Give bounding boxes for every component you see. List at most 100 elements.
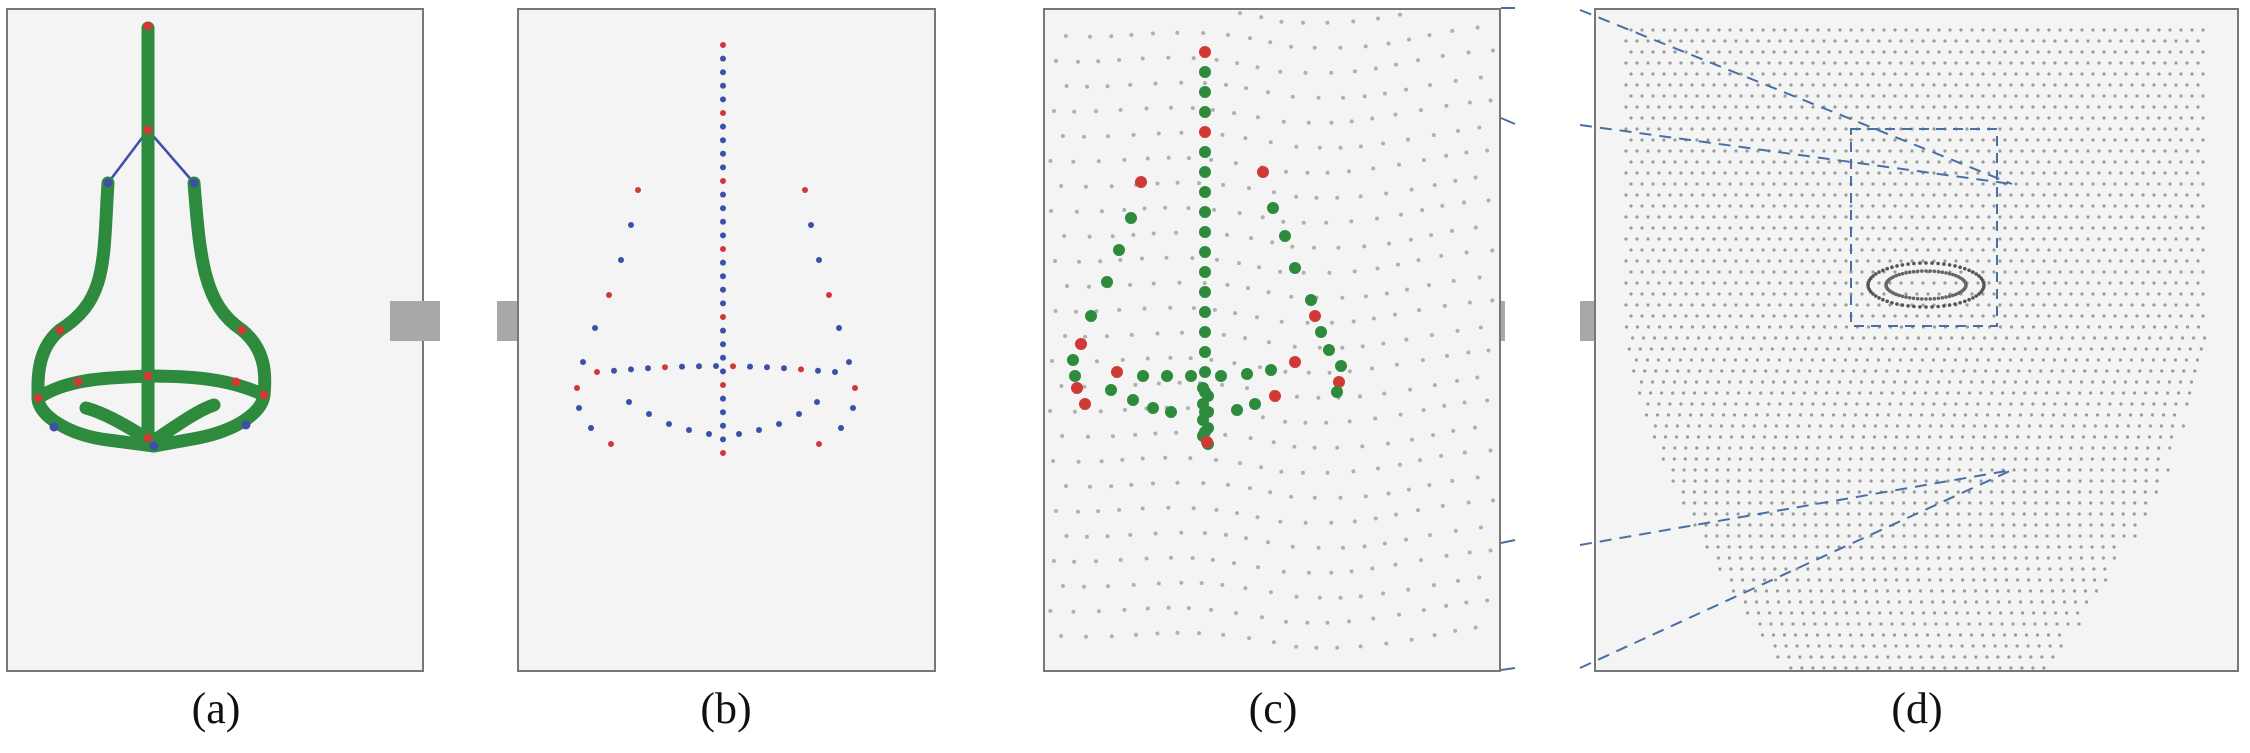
mesh-point bbox=[2078, 534, 2082, 538]
mesh-point bbox=[2097, 259, 2101, 263]
mesh-point bbox=[1705, 380, 1710, 384]
mesh-point bbox=[2179, 292, 2183, 296]
mesh-point bbox=[1849, 446, 1853, 450]
mesh-point bbox=[1166, 605, 1171, 610]
mesh-point bbox=[1932, 39, 1936, 43]
sample-point bbox=[798, 366, 804, 373]
mesh-point bbox=[1783, 28, 1787, 32]
mesh-point bbox=[1407, 37, 1411, 42]
mesh-point bbox=[1303, 70, 1308, 75]
mesh-point bbox=[2174, 193, 2178, 197]
feature-point bbox=[1199, 366, 1211, 378]
mesh-point bbox=[2102, 226, 2106, 230]
sample-point bbox=[594, 369, 600, 375]
mesh-point bbox=[2040, 655, 2044, 659]
mesh-point bbox=[2110, 512, 2114, 516]
mesh-point bbox=[1739, 182, 1743, 186]
mesh-point bbox=[1948, 138, 1952, 142]
mesh-point bbox=[1744, 358, 1748, 362]
sample-point bbox=[730, 363, 736, 370]
mesh-point bbox=[2097, 281, 2101, 285]
mesh-point bbox=[2034, 347, 2038, 351]
mesh-point bbox=[2045, 468, 2049, 472]
mesh-point bbox=[2174, 83, 2178, 87]
mesh-point bbox=[1053, 309, 1058, 313]
sample-point bbox=[846, 359, 852, 365]
mesh-point bbox=[1761, 138, 1765, 142]
mesh-point bbox=[1962, 369, 1966, 373]
mesh-point bbox=[2080, 94, 2084, 98]
mesh-point bbox=[1855, 171, 1859, 175]
mesh-point bbox=[1190, 556, 1195, 561]
mesh-point bbox=[2113, 226, 2117, 230]
mesh-point bbox=[1387, 241, 1391, 246]
mesh-point bbox=[1794, 270, 1798, 274]
mesh-point bbox=[1756, 281, 1760, 285]
mesh-point bbox=[1706, 160, 1710, 164]
mesh-point bbox=[1789, 402, 1793, 406]
mesh-point bbox=[1906, 424, 1910, 428]
mesh-point bbox=[1954, 215, 1958, 219]
mesh-point bbox=[1673, 182, 1677, 186]
mesh-point bbox=[1894, 435, 1899, 439]
panel-d-face-mesh bbox=[1594, 8, 2239, 672]
caption-b: (b) bbox=[700, 684, 752, 733]
mesh-point bbox=[1624, 83, 1628, 87]
mesh-point bbox=[2168, 226, 2172, 230]
mesh-point bbox=[2009, 193, 2013, 197]
mesh-point bbox=[1728, 292, 1732, 296]
mesh-point bbox=[1629, 138, 1633, 142]
mesh-point bbox=[1958, 545, 1962, 549]
mesh-point bbox=[1347, 369, 1352, 374]
mesh-point bbox=[1953, 358, 1957, 362]
mesh-point bbox=[1965, 666, 1969, 670]
mesh-point bbox=[1772, 72, 1776, 76]
mesh-point bbox=[1789, 127, 1793, 131]
mesh-point bbox=[1849, 50, 1853, 54]
mesh-point bbox=[1911, 611, 1915, 615]
mesh-point bbox=[1142, 306, 1147, 311]
mesh-point bbox=[1976, 149, 1980, 153]
mesh-point bbox=[2064, 281, 2068, 285]
mesh-point bbox=[1737, 479, 1741, 483]
mesh-point bbox=[2045, 523, 2049, 527]
mesh-point bbox=[1409, 437, 1414, 442]
mesh-point bbox=[1816, 116, 1820, 120]
mesh-point bbox=[2185, 215, 2189, 219]
mesh-point bbox=[1996, 413, 2001, 417]
mesh-point bbox=[1979, 501, 1983, 505]
mesh-point bbox=[1915, 248, 1919, 252]
mesh-point bbox=[1301, 270, 1306, 275]
mesh-point bbox=[1144, 106, 1149, 111]
mesh-point bbox=[1917, 424, 1921, 428]
mesh-point bbox=[1128, 282, 1133, 287]
mesh-point bbox=[1947, 633, 1952, 637]
mesh-point bbox=[1427, 33, 1432, 38]
mesh-point bbox=[1635, 281, 1639, 285]
mesh-point bbox=[1816, 446, 1820, 450]
sample-point bbox=[720, 382, 726, 388]
mesh-point bbox=[1769, 512, 1773, 516]
mesh-point bbox=[1778, 281, 1782, 285]
mesh-point bbox=[1466, 50, 1471, 55]
mesh-point bbox=[1915, 50, 1919, 54]
mesh-point bbox=[2160, 369, 2164, 373]
mesh-point bbox=[1473, 625, 1478, 630]
mesh-point bbox=[2144, 479, 2148, 483]
mesh-point bbox=[1792, 391, 1796, 395]
mesh-point bbox=[1175, 480, 1180, 485]
mesh-point bbox=[2123, 457, 2127, 461]
mesh-point bbox=[2042, 127, 2046, 131]
mesh-point bbox=[1822, 281, 1826, 285]
mesh-point bbox=[1910, 39, 1914, 43]
mesh-point bbox=[1993, 644, 1997, 648]
mesh-point bbox=[2086, 193, 2090, 197]
mesh-point bbox=[2080, 160, 2084, 164]
mesh-point bbox=[1255, 115, 1260, 120]
mesh-point bbox=[2079, 380, 2084, 384]
mesh-point bbox=[1833, 237, 1837, 241]
mesh-point bbox=[1712, 39, 1716, 43]
mesh-point bbox=[1312, 245, 1316, 250]
mesh-point bbox=[1864, 655, 1868, 659]
mesh-point bbox=[2004, 567, 2008, 571]
